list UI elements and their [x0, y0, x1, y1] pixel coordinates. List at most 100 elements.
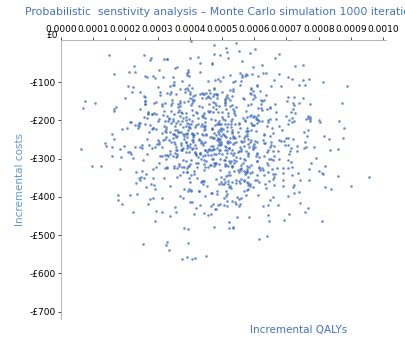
- Point: [272, 109, 278, 115]
- Point: [214, 120, 221, 126]
- Point: [200, 110, 207, 116]
- Point: [262, 186, 269, 191]
- Point: [211, 122, 217, 128]
- Point: [244, 103, 251, 108]
- Point: [142, 171, 149, 177]
- Text: £0: £0: [46, 31, 58, 40]
- Point: [365, 174, 372, 180]
- Point: [264, 234, 270, 239]
- Point: [264, 119, 271, 125]
- Point: [288, 77, 294, 82]
- Point: [208, 191, 215, 196]
- Point: [211, 161, 218, 166]
- Point: [228, 198, 234, 204]
- Point: [211, 77, 217, 83]
- Point: [181, 131, 188, 136]
- Point: [208, 156, 215, 161]
- Point: [270, 174, 277, 179]
- Point: [184, 70, 190, 76]
- Point: [224, 124, 230, 129]
- Point: [209, 144, 216, 149]
- Point: [295, 189, 302, 195]
- Point: [218, 89, 225, 94]
- Point: [194, 165, 200, 170]
- Point: [229, 148, 235, 153]
- Point: [227, 122, 234, 127]
- Point: [213, 132, 219, 137]
- Point: [188, 100, 195, 106]
- Point: [185, 163, 192, 168]
- Point: [166, 151, 173, 157]
- Point: [215, 181, 222, 187]
- Point: [244, 136, 251, 142]
- Point: [245, 214, 252, 220]
- Point: [137, 120, 143, 126]
- Point: [229, 88, 236, 93]
- Point: [184, 240, 190, 246]
- Point: [256, 88, 262, 93]
- Point: [207, 191, 214, 196]
- Point: [234, 32, 240, 38]
- Point: [294, 170, 300, 176]
- Point: [185, 163, 191, 169]
- Point: [196, 151, 202, 156]
- Point: [190, 168, 196, 174]
- Point: [244, 153, 251, 159]
- Point: [190, 133, 196, 138]
- Point: [166, 83, 173, 89]
- Point: [198, 138, 204, 143]
- Point: [284, 121, 291, 126]
- Point: [230, 153, 236, 158]
- Point: [246, 113, 252, 119]
- Point: [217, 180, 223, 185]
- Point: [222, 134, 229, 139]
- Point: [202, 132, 209, 137]
- Point: [239, 58, 245, 64]
- Point: [295, 100, 301, 106]
- Point: [215, 104, 221, 109]
- Point: [289, 185, 296, 190]
- Point: [156, 90, 163, 95]
- Point: [185, 226, 191, 231]
- Point: [235, 48, 242, 54]
- Point: [109, 131, 115, 137]
- Point: [243, 169, 249, 175]
- Point: [213, 206, 219, 212]
- Point: [177, 143, 184, 148]
- Point: [217, 127, 224, 132]
- Point: [197, 156, 203, 161]
- Point: [249, 146, 256, 151]
- Point: [134, 126, 141, 131]
- Point: [177, 172, 183, 178]
- Point: [161, 165, 168, 170]
- Point: [168, 98, 175, 103]
- Point: [195, 137, 202, 143]
- Point: [259, 167, 266, 173]
- Point: [176, 103, 182, 109]
- Point: [169, 135, 176, 141]
- Point: [237, 70, 243, 75]
- Point: [235, 120, 242, 126]
- Point: [208, 62, 215, 67]
- Point: [149, 175, 156, 180]
- Point: [254, 117, 261, 122]
- Point: [148, 126, 154, 132]
- Point: [158, 153, 165, 159]
- Point: [220, 176, 227, 182]
- Point: [188, 108, 194, 113]
- Point: [264, 169, 271, 174]
- Point: [299, 62, 306, 68]
- Point: [223, 92, 230, 98]
- Point: [102, 140, 108, 145]
- Point: [113, 104, 119, 110]
- Point: [236, 202, 242, 207]
- Point: [188, 146, 195, 152]
- Point: [205, 101, 211, 107]
- Point: [277, 138, 284, 144]
- Point: [275, 124, 282, 129]
- Point: [144, 202, 151, 207]
- Point: [237, 144, 243, 150]
- Point: [215, 127, 222, 133]
- Point: [165, 115, 171, 120]
- Point: [149, 125, 156, 131]
